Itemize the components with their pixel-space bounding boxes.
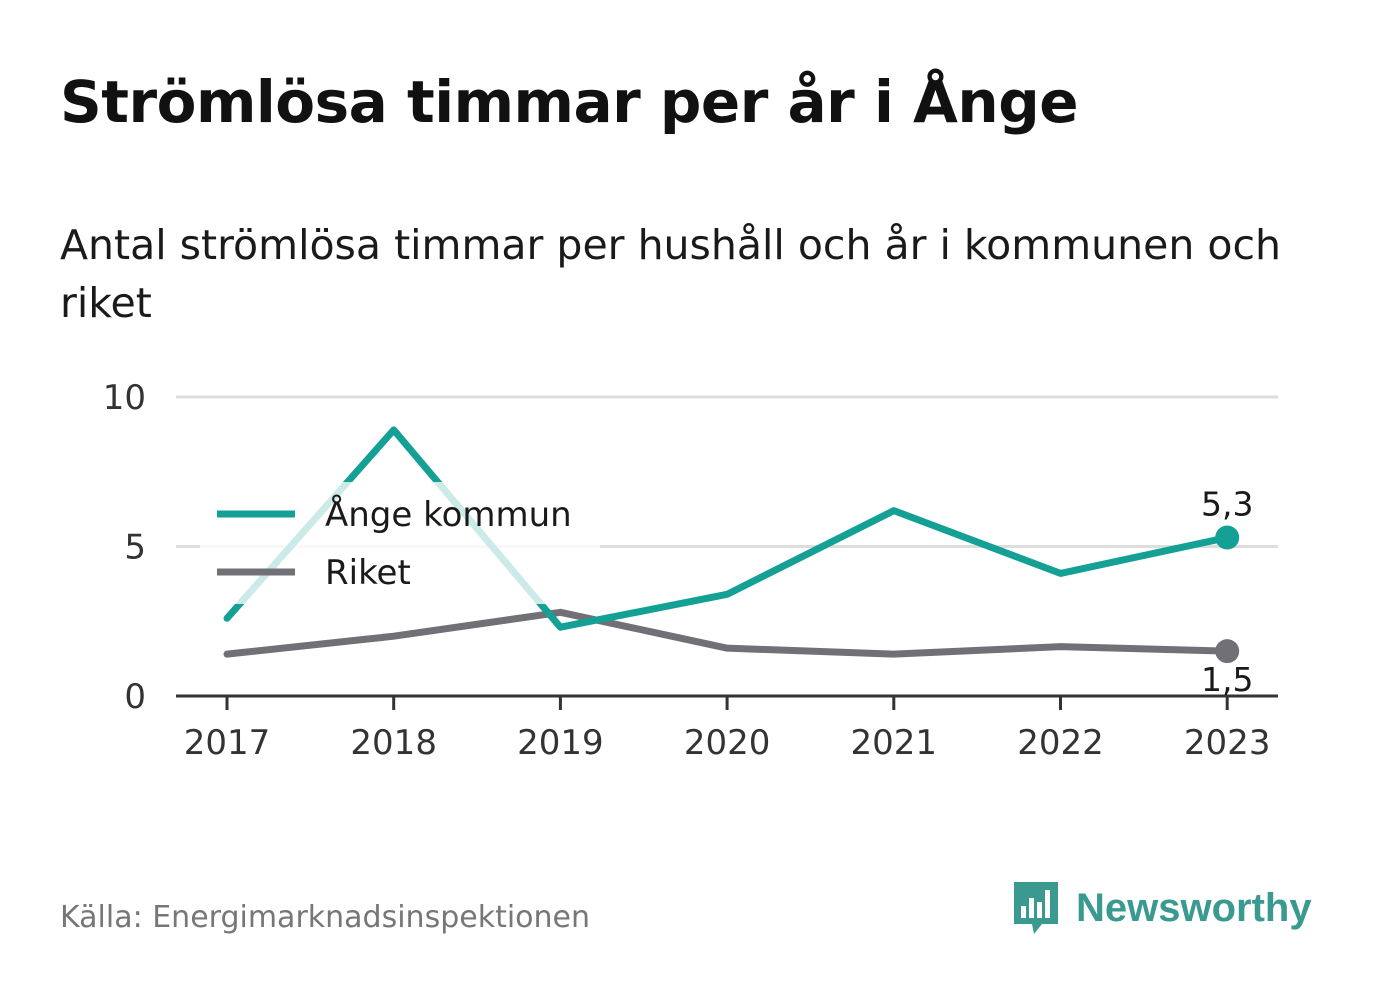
legend-background [200, 482, 600, 604]
chart-title: Strömlösa timmar per år i Ånge [60, 68, 1079, 136]
source-note: Källa: Energimarknadsinspektionen [60, 900, 591, 935]
x-tick-label-2019: 2019 [517, 723, 604, 763]
end-labels: 5,3 1,5 [1201, 485, 1253, 700]
data-point-riket-2023 [1215, 639, 1240, 664]
end-label-ange: 5,3 [1201, 485, 1253, 524]
series-lines [223, 426, 1240, 664]
x-tick-label-2018: 2018 [350, 723, 437, 763]
y-tick-label-0: 0 [124, 677, 146, 717]
x-tick-label-2023: 2023 [1184, 723, 1271, 763]
legend-label-ange: Ånge kommun [325, 494, 572, 535]
legend: Ånge kommun Riket [200, 482, 600, 604]
chart-subtitle: Antal strömlösa timmar per hushåll och å… [60, 221, 1281, 327]
series-line-ange [223, 426, 1231, 631]
x-tick-label-2017: 2017 [184, 723, 271, 763]
legend-label-riket: Riket [325, 553, 411, 593]
x-tick-label-2021: 2021 [851, 723, 938, 763]
x-axis: 2017 2018 2019 2020 2021 2022 2023 [176, 694, 1278, 763]
series-line-riket [223, 608, 1231, 658]
brand-name: Newsworthy [1076, 885, 1312, 930]
x-tick-label-2020: 2020 [684, 723, 771, 763]
newsworthy-logo-icon [1014, 882, 1058, 934]
newsworthy-logo: Newsworthy [1010, 878, 1312, 938]
x-tick-label-2022: 2022 [1017, 723, 1104, 763]
y-tick-label-10: 10 [103, 378, 146, 418]
data-point-ange-2023 [1215, 525, 1240, 550]
end-label-riket: 1,5 [1201, 660, 1253, 699]
y-tick-label-5: 5 [124, 528, 146, 568]
